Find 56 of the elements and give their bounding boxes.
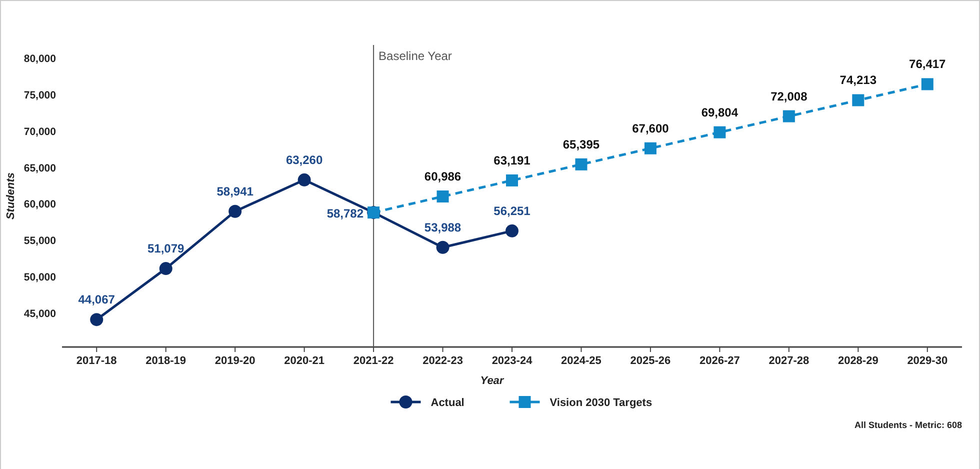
x-tick-label: 2020-21 xyxy=(284,355,324,367)
y-tick-label: 80,000 xyxy=(24,53,56,66)
legend-label: Vision 2030 Targets xyxy=(550,397,652,409)
x-tick-label: 2017-18 xyxy=(76,355,117,367)
x-tick-label: 2023-24 xyxy=(492,355,534,367)
y-axis-title: Students xyxy=(5,172,17,220)
data-label: 58,782 xyxy=(326,206,364,221)
y-tick-label: 60,000 xyxy=(24,198,56,211)
data-label: 44,067 xyxy=(78,292,116,307)
x-tick-label: 2028-29 xyxy=(838,355,878,367)
point xyxy=(575,158,588,170)
x-tick-label: 2021-22 xyxy=(353,355,394,367)
data-label: 58,941 xyxy=(216,184,254,198)
ref-line-label: Baseline Year xyxy=(378,49,452,63)
data-label: 67,600 xyxy=(632,121,670,136)
point xyxy=(644,142,656,154)
point xyxy=(228,204,242,218)
y-tick-label: 65,000 xyxy=(24,162,56,174)
y-tick-label: 70,000 xyxy=(24,126,56,138)
data-label: 51,079 xyxy=(147,242,185,256)
y-tick-label: 75,000 xyxy=(24,89,56,102)
data-label: 74,213 xyxy=(840,73,877,88)
data-label: 60,986 xyxy=(424,169,462,184)
x-tick-label: 2027-28 xyxy=(768,355,810,367)
x-tick-label: 2024-25 xyxy=(561,355,602,367)
data-label: 56,251 xyxy=(494,204,531,218)
point xyxy=(714,126,726,138)
x-tick-label: 2018-19 xyxy=(146,355,186,367)
legend-label: Actual xyxy=(430,397,464,409)
point xyxy=(921,78,934,90)
point xyxy=(159,262,172,276)
point xyxy=(436,240,450,254)
y-tick-label: 55,000 xyxy=(24,235,56,248)
point xyxy=(90,313,104,326)
data-label: 72,008 xyxy=(770,89,808,104)
data-label: 65,395 xyxy=(562,137,600,152)
x-tick-label: 2025-26 xyxy=(630,355,671,367)
point xyxy=(506,174,518,186)
data-label: 76,417 xyxy=(909,57,946,72)
point xyxy=(852,94,864,106)
y-tick-label: 50,000 xyxy=(24,271,56,284)
x-tick-label: 2022-23 xyxy=(422,355,463,367)
text: All Students - Metric: 608 xyxy=(854,420,962,430)
point xyxy=(782,110,795,122)
x-tick-label: 2019-20 xyxy=(214,355,256,367)
y-tick-label: 45,000 xyxy=(24,308,56,320)
data-label: 69,804 xyxy=(701,105,738,120)
x-axis-title: Year xyxy=(480,375,504,387)
data-label: 63,260 xyxy=(286,152,323,167)
x-tick-label: 2026-27 xyxy=(700,355,740,367)
data-label: 63,191 xyxy=(494,153,531,168)
data-label: 53,988 xyxy=(424,220,462,234)
point xyxy=(436,190,449,202)
x-tick-label: 2029-30 xyxy=(907,355,948,367)
point xyxy=(506,224,518,238)
point xyxy=(298,173,311,186)
